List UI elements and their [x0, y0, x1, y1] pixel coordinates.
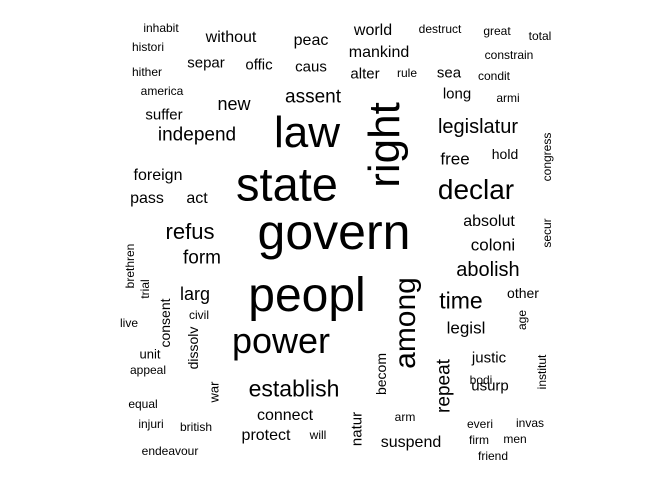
cloud-word: suspend	[380, 434, 442, 451]
cloud-word: without	[205, 29, 257, 46]
cloud-word: dissolv	[185, 326, 201, 370]
cloud-word: usurp	[471, 377, 509, 395]
cloud-word: govern	[257, 204, 411, 260]
cloud-word: foreign	[133, 167, 183, 184]
cloud-word: absolut	[463, 213, 515, 230]
cloud-word: sea	[436, 64, 462, 82]
cloud-word: unit	[139, 346, 161, 362]
cloud-word: live	[119, 316, 139, 330]
cloud-word: right	[360, 102, 409, 188]
cloud-word: other	[507, 285, 539, 301]
cloud-word: legislatur	[437, 116, 519, 138]
cloud-word: independ	[157, 124, 237, 146]
cloud-word: larg	[179, 284, 211, 304]
cloud-word: among	[389, 277, 422, 369]
cloud-word: caus	[295, 58, 327, 76]
cloud-word: separ	[187, 54, 225, 72]
cloud-word: repeat	[433, 359, 455, 413]
cloud-word: secur	[540, 218, 554, 248]
cloud-word: equal	[128, 397, 158, 411]
cloud-word: connect	[256, 407, 314, 424]
cloud-word: america	[140, 84, 184, 98]
cloud-word: rule	[396, 66, 418, 80]
cloud-word: legisl	[446, 318, 486, 338]
cloud-word: offic	[245, 56, 273, 74]
cloud-word: peac	[293, 32, 329, 49]
cloud-word: coloni	[470, 235, 516, 255]
cloud-word: state	[236, 157, 338, 211]
cloud-word: abolish	[456, 259, 520, 281]
cloud-word: establish	[248, 375, 340, 402]
cloud-word: total	[528, 29, 552, 43]
cloud-word: time	[439, 287, 483, 314]
cloud-word: firm	[469, 433, 489, 447]
cloud-word: constrain	[484, 48, 534, 62]
cloud-word: protect	[241, 427, 291, 444]
cloud-word: alter	[350, 65, 380, 83]
cloud-word: free	[440, 149, 470, 169]
cloud-word: act	[186, 190, 208, 207]
cloud-word: friend	[477, 449, 509, 463]
cloud-word: condit	[477, 69, 511, 83]
cloud-word: new	[217, 94, 251, 114]
cloud-word: mankind	[348, 44, 410, 61]
cloud-word: law	[273, 108, 341, 157]
cloud-word: destruct	[418, 22, 462, 36]
cloud-word: everi	[466, 417, 494, 431]
cloud-word: long	[442, 85, 472, 103]
cloud-word: arm	[394, 410, 416, 424]
cloud-word: war	[206, 381, 222, 403]
cloud-word: british	[179, 420, 213, 434]
cloud-word: assent	[285, 86, 341, 108]
cloud-word: natur	[348, 411, 366, 447]
cloud-word: hold	[491, 146, 519, 162]
cloud-word: becom	[373, 352, 389, 396]
cloud-word: appeal	[129, 363, 167, 377]
cloud-word: histori	[131, 40, 165, 54]
cloud-word: injuri	[138, 417, 164, 431]
cloud-word: invas	[515, 416, 545, 430]
cloud-word: brethren	[123, 243, 137, 289]
cloud-word: civil	[189, 308, 209, 322]
cloud-word: justic	[471, 349, 507, 367]
cloud-word: will	[309, 428, 327, 442]
cloud-word: armi	[496, 91, 520, 105]
cloud-word: institut	[535, 354, 549, 390]
cloud-word: declar	[437, 174, 515, 205]
cloud-word: world	[353, 22, 393, 39]
cloud-word: pass	[130, 190, 164, 207]
cloud-word: men	[503, 432, 527, 446]
cloud-word: power	[231, 320, 331, 361]
cloud-word: endeavour	[141, 444, 199, 458]
cloud-word: refus	[165, 219, 215, 244]
cloud-word: age	[515, 309, 529, 331]
cloud-word: form	[183, 247, 221, 269]
cloud-word: trial	[138, 279, 152, 299]
cloud-word: inhabit	[143, 21, 179, 35]
cloud-word: suffer	[145, 106, 183, 124]
cloud-word: great	[483, 24, 511, 38]
cloud-word: consent	[157, 298, 173, 348]
cloud-word: peopl	[248, 269, 366, 322]
cloud-word: hither	[131, 65, 163, 79]
cloud-word: congress	[540, 132, 554, 182]
cloud-word: bodi	[469, 373, 493, 387]
